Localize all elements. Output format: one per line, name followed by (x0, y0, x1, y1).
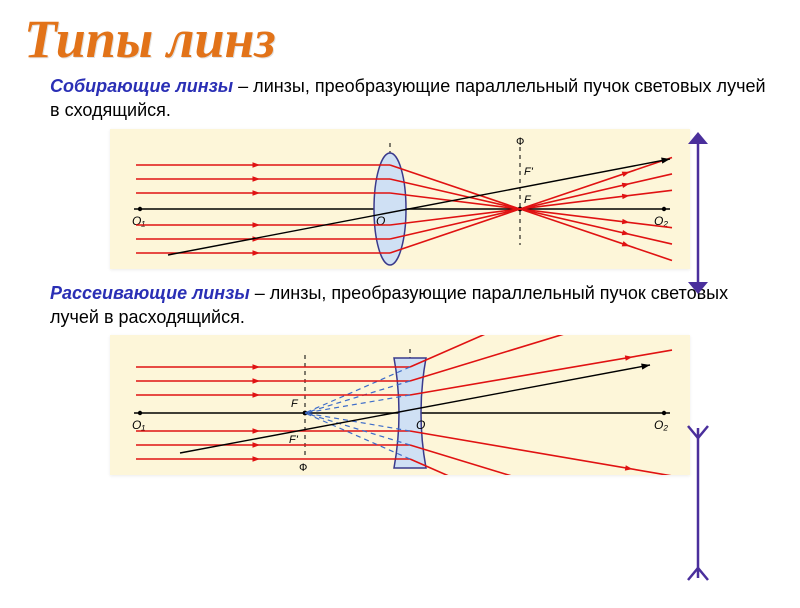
page-title: Типы линз (24, 8, 800, 70)
svg-text:O₁: O₁ (132, 214, 145, 228)
converging-paragraph: Собирающие линзы – линзы, преобразующие … (50, 74, 770, 123)
diverging-term: Рассеивающие линзы (50, 283, 250, 303)
svg-text:O: O (376, 214, 385, 228)
svg-text:O₂: O₂ (654, 418, 668, 432)
diverging-paragraph: Рассеивающие линзы – линзы, преобразующи… (50, 281, 770, 330)
svg-text:F': F' (524, 166, 534, 178)
converging-diagram: O₁O₂ФOFF' (110, 129, 690, 269)
svg-text:Ф: Ф (516, 136, 524, 148)
converging-lens-symbol (686, 132, 710, 294)
diverging-diagram: O₁O₂ФOFF' (110, 335, 690, 475)
svg-text:O: O (416, 418, 425, 432)
converging-term: Собирающие линзы (50, 76, 233, 96)
diverging-lens-symbol (686, 422, 710, 584)
svg-text:O₁: O₁ (132, 418, 145, 432)
svg-text:Ф: Ф (299, 462, 307, 474)
